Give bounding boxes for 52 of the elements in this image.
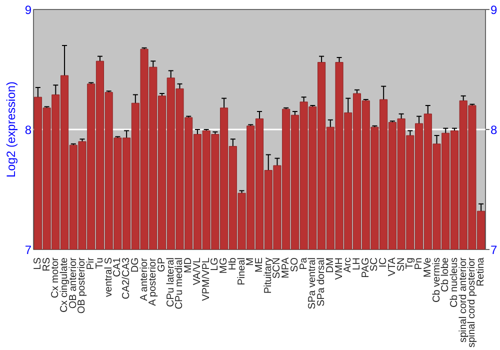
x-tick-label: Pineal	[236, 257, 248, 286]
y2-tick-label: 8	[490, 123, 498, 137]
x-tick-label: SO	[289, 257, 300, 272]
x-tick-label: SPa dorsal	[316, 257, 328, 306]
x-tick-label: MVe	[422, 257, 434, 278]
x-tick-label: Hb	[227, 257, 238, 270]
x-tick-label: Retina	[476, 257, 487, 286]
y-tick-label: 8	[24, 123, 32, 137]
y-tick-label: 9	[24, 3, 32, 17]
x-tick-label: spinal cord anterior	[458, 256, 469, 343]
y-axis-title: Log2 (expression)	[4, 81, 18, 178]
x-tick-label: Tu	[94, 257, 106, 269]
x-tick-label: CPu medial	[174, 257, 186, 310]
x-tick-label: SCN	[272, 257, 283, 279]
x-tick-label: spinal cord posterior	[466, 256, 478, 348]
x-tick-label: LS	[32, 257, 44, 270]
x-tick-label: A anterior	[138, 257, 150, 301]
x-tick-label: ME	[254, 257, 265, 272]
x-tick-label: CA1	[112, 257, 124, 277]
y2-tick-label: 9	[490, 3, 498, 17]
y-tick-label: 7	[24, 243, 32, 257]
x-tick-label: LH	[351, 257, 362, 270]
x-tick-label: VPM/VPL	[200, 257, 212, 301]
x-tick-label: A posterior	[148, 257, 159, 306]
x-tick-label: RS	[41, 257, 52, 272]
x-tick-label: Arc	[342, 258, 354, 272]
x-tick-label: CA2/CA3	[121, 257, 132, 300]
x-tick-label: OB posterior	[76, 256, 88, 314]
x-tick-label: Pituitary	[262, 258, 274, 294]
x-tick-label: Tg	[404, 258, 416, 270]
x-tick-label: Pa	[298, 257, 310, 270]
x-tick-label: VMH	[334, 257, 345, 280]
x-tick-label: ventral S	[103, 257, 114, 297]
x-tick-label: PAG	[360, 257, 372, 278]
x-tick-label: MPA	[280, 257, 292, 278]
x-tick-label: DM	[324, 257, 336, 274]
x-tick-label: DG	[130, 257, 141, 272]
x-tick-label: Cb nucleus	[448, 258, 460, 308]
x-tick-label: Pn	[414, 257, 425, 270]
x-tick-label: GP	[156, 257, 168, 272]
x-tick-label: Pir	[86, 256, 97, 270]
x-tick-label: Cb lobe	[440, 257, 452, 292]
x-tick-label: SN	[396, 257, 407, 272]
x-tick-label: Cx cingulate	[59, 257, 70, 313]
x-tick-label: VTA	[386, 257, 398, 276]
x-tick-label: SC	[369, 257, 380, 272]
y2-tick-label: 7	[490, 243, 498, 257]
x-tick-label: IC	[378, 258, 390, 268]
x-tick-label: VA/VL	[192, 257, 203, 286]
x-tick-label: OB anterior	[68, 256, 79, 309]
x-tick-label: LG	[210, 257, 221, 271]
x-tick-label: M	[245, 257, 256, 266]
